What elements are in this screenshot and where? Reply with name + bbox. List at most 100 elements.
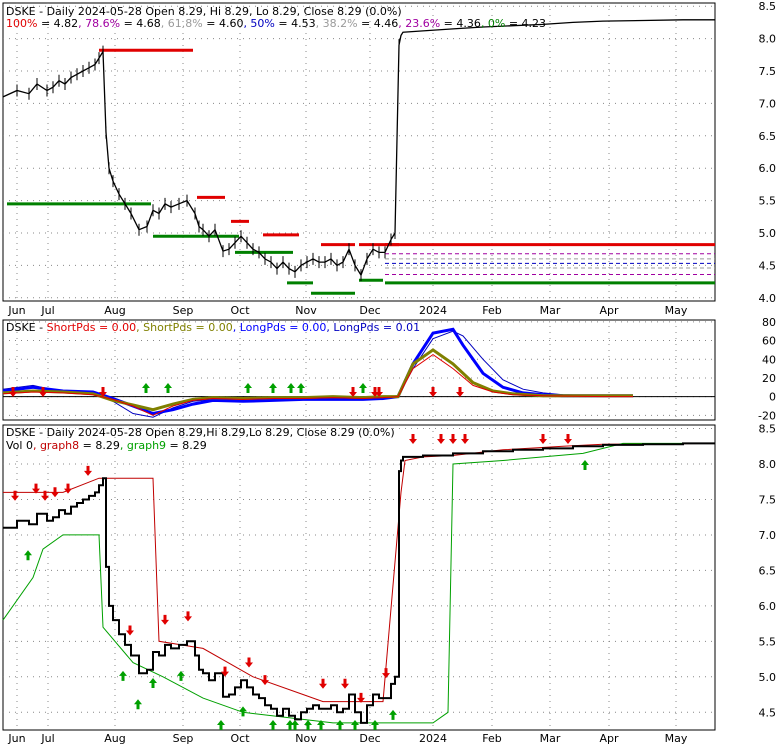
graph-legend-value: = 8.29 — [79, 439, 120, 452]
price-plot-frame — [2, 2, 716, 302]
y-tick-label: 40 — [762, 353, 776, 366]
y-tick-label: 5.5 — [759, 195, 777, 208]
indicator-series — [2, 327, 715, 418]
sell-signal-arrow — [349, 387, 357, 397]
graph-y-tick-labels: 8.5 8.0 7.5 7.0 6.5 6.0 5.5 5.0 4.5 — [759, 423, 777, 720]
sell-signal-arrow — [319, 678, 327, 689]
x-tick-label: Nov — [295, 732, 317, 745]
y-tick-label: 7.0 — [759, 529, 777, 542]
sell-signal-arrow — [375, 387, 383, 397]
x-tick-label: Jun — [7, 732, 25, 745]
x-tick-label: Mar — [540, 732, 561, 745]
x-tick-label: Jun — [7, 304, 25, 317]
y-tick-label: 7.0 — [759, 97, 777, 110]
buy-signal-arrow — [239, 706, 247, 717]
fib-legend-value: = 4.46 — [358, 17, 399, 30]
y-tick-label: 8.5 — [759, 0, 777, 13]
y-tick-label: -20 — [758, 409, 776, 422]
y-tick-label: 6.5 — [759, 130, 777, 143]
fib-legend-pct: , 50% — [243, 17, 274, 30]
sell-signal-arrow — [9, 387, 17, 397]
sell-signal-arrow — [357, 692, 365, 703]
graph-panel: 8.5 8.0 7.5 7.0 6.5 6.0 5.5 5.0 4.5 Jun Jul Aug Sep… — [2, 423, 777, 745]
x-tick-label: Jul — [40, 304, 54, 317]
price-x-tick-labels: Jun Jul Aug Sep Oct Nov Dec 2024 Feb Mar Apr May — [7, 304, 687, 317]
indicator-line — [2, 353, 633, 416]
sell-signal-arrow — [449, 434, 457, 444]
buy-signal-arrow — [269, 720, 277, 730]
sell-signal-arrow — [456, 387, 464, 397]
x-tick-label: Aug — [104, 304, 125, 317]
graph-chart-title: DSKE - Daily 2024-05-28 Open 8.29,Hi 8.2… — [6, 426, 395, 439]
buy-signal-arrow — [177, 670, 185, 681]
graph-x-tick-labels: Jun Jul Aug Sep Oct Nov Dec 2024 Feb Mar Apr May — [7, 732, 687, 745]
indicator-line — [2, 348, 633, 412]
sell-signal-arrow — [221, 666, 229, 677]
buy-signal-arrow — [269, 383, 277, 393]
x-tick-label: Apr — [599, 304, 619, 317]
fib-legend-pct: , 0% — [481, 17, 505, 30]
y-tick-label: 8.5 — [759, 423, 777, 436]
buy-signal-arrow — [351, 720, 359, 730]
buy-signal-arrow — [164, 383, 172, 393]
sell-signal-arrow — [184, 611, 192, 622]
x-tick-label: Dec — [359, 304, 380, 317]
buy-signal-arrow — [149, 677, 157, 688]
graph-signal-arrows — [11, 434, 589, 730]
sell-signal-arrow — [64, 483, 72, 494]
sell-signal-arrow — [32, 483, 40, 494]
fibonacci-levels — [7, 48, 715, 295]
indicator-signal-arrows — [9, 383, 464, 397]
buy-signal-arrow — [286, 720, 294, 730]
fib-legend-pct: , 23.6% — [398, 17, 440, 30]
indicator-plot-frame — [2, 319, 716, 421]
buy-signal-arrow — [371, 720, 379, 730]
y-tick-label: 6.5 — [759, 564, 777, 577]
graph-price-line — [3, 442, 715, 724]
buy-signal-arrow — [297, 383, 305, 393]
graph-series — [2, 442, 716, 724]
x-tick-label: Dec — [359, 732, 380, 745]
buy-signal-arrow — [142, 383, 150, 393]
x-tick-label: Apr — [599, 732, 619, 745]
x-tick-label: Sep — [173, 732, 194, 745]
graph-legend-entry: Vol 0 — [6, 439, 33, 452]
fib-legend-pct: 100% — [6, 17, 37, 30]
x-tick-label: May — [665, 732, 688, 745]
y-tick-label: 5.5 — [759, 635, 777, 648]
sell-signal-arrow — [564, 434, 572, 444]
graph-legend-entry: , graph8 — [33, 439, 79, 452]
y-tick-label: 7.5 — [759, 65, 777, 78]
y-tick-label: 80 — [762, 316, 776, 329]
fib-legend-pct: , 61.8% — [161, 17, 203, 30]
sell-signal-arrow — [409, 434, 417, 444]
y-tick-label: 8.0 — [759, 458, 777, 471]
y-tick-label: 4.5 — [759, 706, 777, 719]
x-tick-label: May — [665, 304, 688, 317]
graph-legend-entry: , graph9 — [120, 439, 166, 452]
sell-signal-arrow — [261, 675, 269, 686]
y-tick-label: 20 — [762, 372, 776, 385]
fib-legend-value: = 4.36 — [440, 17, 481, 30]
price-chart-title: DSKE - Daily 2024-05-28 Open 8.29, Hi 8.… — [6, 5, 402, 18]
y-tick-label: 5.0 — [759, 227, 777, 240]
legend-ticker: DSKE - — [6, 321, 47, 334]
buy-signal-arrow — [24, 550, 32, 561]
fib-legend-value: = 4.82 — [37, 17, 78, 30]
x-tick-label: Aug — [104, 732, 125, 745]
sell-signal-arrow — [11, 490, 19, 501]
buy-signal-arrow — [287, 383, 295, 393]
sell-signal-arrow — [41, 490, 49, 501]
graph-legend-value: = 8.29 — [166, 439, 207, 452]
sell-signal-arrow — [161, 614, 169, 625]
fibonacci-legend: 100% = 4.82, 78.6% = 4.68, 61.8% = 4.60,… — [6, 17, 546, 30]
x-tick-label: Oct — [230, 304, 250, 317]
sell-signal-arrow — [341, 678, 349, 689]
graph-line — [2, 442, 715, 724]
indicator-legend-entry: , LongPds = 0.00 — [233, 321, 327, 334]
graph-legend: Vol 0, graph8 = 8.29, graph9 = 8.29 — [6, 439, 207, 452]
x-tick-label: Sep — [173, 304, 194, 317]
x-tick-label: Nov — [295, 304, 317, 317]
y-tick-label: 5.0 — [759, 671, 777, 684]
